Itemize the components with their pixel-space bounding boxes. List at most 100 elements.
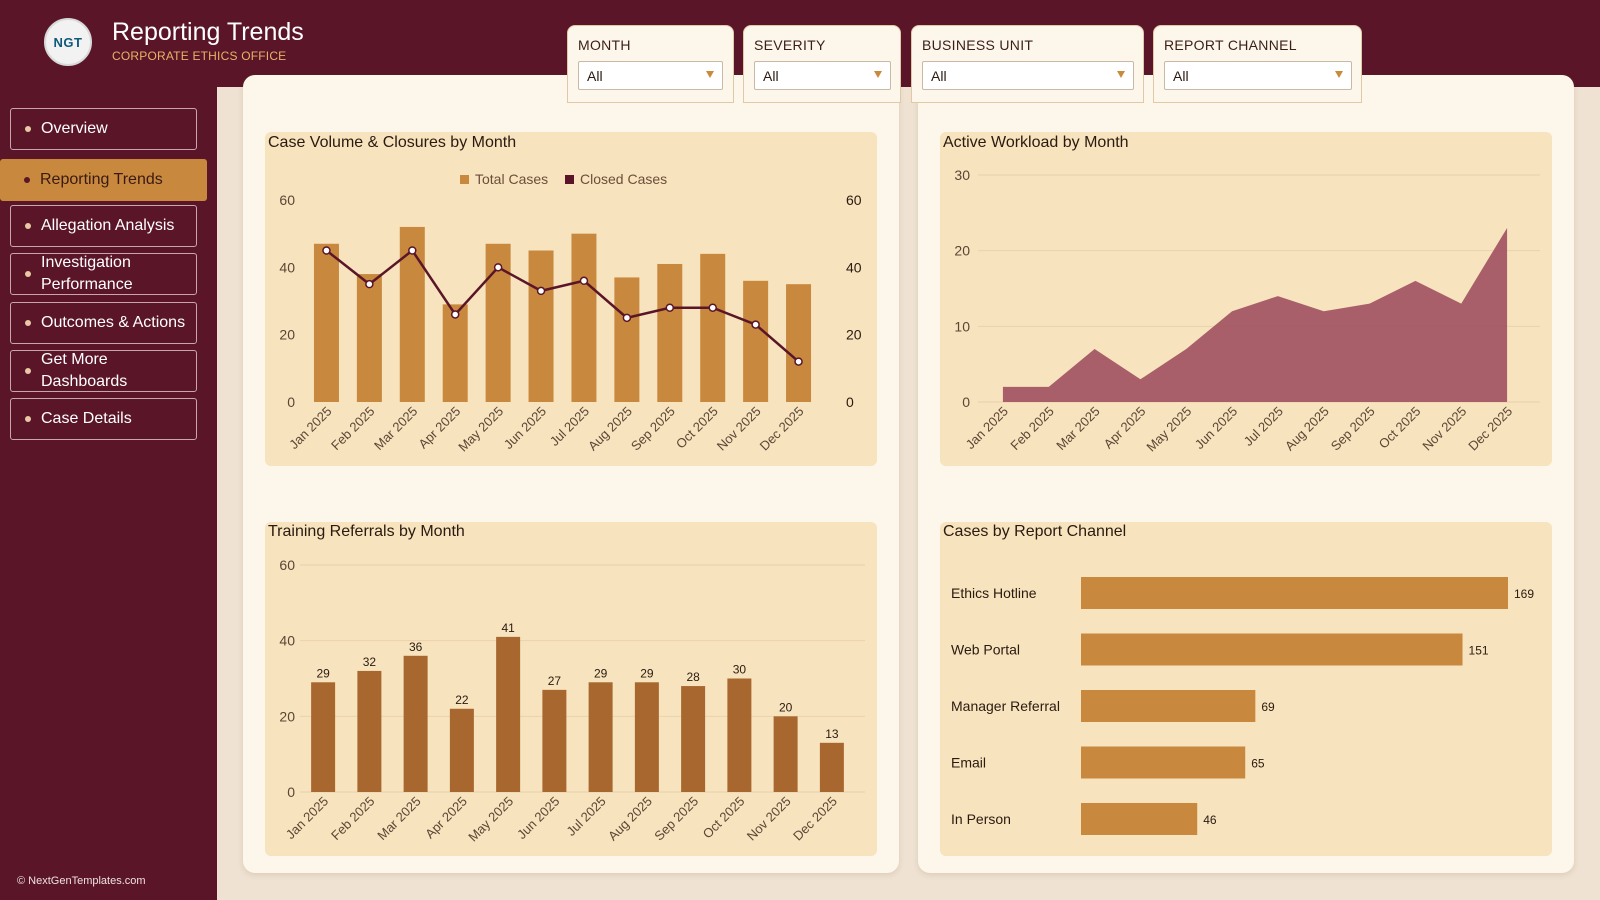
y-tick-label: 0 — [287, 394, 295, 410]
bar — [1081, 803, 1198, 835]
sidebar-item-case-details[interactable]: Case Details — [10, 398, 197, 440]
line-point — [365, 279, 374, 289]
report-channel-select[interactable]: All — [1164, 61, 1352, 90]
bullet-icon — [24, 177, 30, 183]
line-point — [708, 303, 717, 312]
bullet-icon — [25, 416, 31, 422]
business-unit-select-value: All — [931, 68, 947, 84]
data-label: 169 — [1514, 587, 1534, 601]
report-channel-chart: Ethics Hotline 169 Web Portal 151 Manager Re… — [951, 577, 1534, 835]
category-label: Ethics Hotline — [951, 585, 1037, 601]
x-tick-label: Nov 2025 — [1419, 404, 1469, 454]
x-tick-label: Sep 2025 — [651, 794, 701, 844]
bar — [657, 263, 683, 402]
x-tick-label: Nov 2025 — [714, 404, 764, 454]
category-label: Email — [951, 755, 986, 771]
y-tick-label: 0 — [287, 784, 295, 800]
bar — [681, 686, 706, 792]
bar — [1081, 633, 1463, 666]
bar — [542, 689, 567, 792]
logo[interactable]: NGT — [44, 18, 92, 66]
data-label: 65 — [1251, 757, 1265, 771]
x-tick-label: Nov 2025 — [744, 794, 794, 844]
x-tick-label: Feb 2025 — [1007, 404, 1056, 453]
data-label: 46 — [1203, 813, 1217, 827]
x-tick-label: Mar 2025 — [374, 794, 423, 843]
line-point — [536, 286, 546, 296]
sidebar-item-overview[interactable]: Overview — [10, 108, 197, 150]
bullet-icon — [25, 223, 31, 229]
case-volume-chart-card: Case Volume & Closures by Month Total Ca… — [265, 132, 877, 466]
bar — [1081, 746, 1246, 779]
sidebar-item-outcomes-actions[interactable]: Outcomes & Actions — [10, 302, 197, 344]
sidebar-item-label: Allegation Analysis — [41, 217, 175, 235]
sidebar-item-reporting-trends[interactable]: Reporting Trends — [0, 159, 207, 201]
legend-label: Closed Cases — [580, 171, 667, 187]
bar — [356, 274, 382, 402]
sidebar-item-label: Case Details — [41, 410, 132, 428]
data-label: 29 — [640, 666, 654, 680]
x-tick-label: Jun 2025 — [501, 404, 549, 452]
y-tick-label: 20 — [279, 708, 295, 724]
bar — [357, 670, 382, 792]
bar — [727, 678, 752, 792]
x-tick-label: Apr 2025 — [1101, 404, 1149, 452]
y-tick-label: 30 — [954, 167, 970, 183]
x-tick-label: Jan 2025 — [283, 794, 331, 842]
severity-select-value: All — [763, 68, 779, 84]
x-tick-label: Feb 2025 — [328, 794, 377, 843]
x-tick-label: May 2025 — [455, 404, 506, 455]
bar — [1081, 577, 1508, 609]
data-label: 13 — [825, 727, 839, 741]
y2-tick-label: 40 — [846, 259, 862, 275]
sidebar-item-allegation-analysis[interactable]: Allegation Analysis — [10, 205, 197, 247]
series-line — [325, 248, 800, 363]
month-select[interactable]: All — [578, 61, 723, 90]
sidebar-item-label: Investigation Performance — [41, 254, 133, 293]
x-tick-label: Jun 2025 — [1192, 404, 1240, 452]
x-tick-label: Jan 2025 — [286, 404, 334, 452]
month-select-value: All — [587, 68, 603, 84]
active-workload-chart-card: Active Workload by Month 0 10 20 30 Jan 2025… — [940, 132, 1552, 466]
training-referrals-chart-card: Training Referrals by Month 0 20 40 60 29 32 3… — [265, 522, 877, 856]
chart-title: Cases by Report Channel — [943, 523, 1127, 540]
x-tick-label: Oct 2025 — [673, 404, 721, 452]
x-tick-label: Apr 2025 — [422, 794, 470, 842]
category-label: In Person — [951, 811, 1011, 827]
severity-select[interactable]: All — [754, 61, 891, 90]
data-label: 29 — [316, 666, 330, 680]
business-unit-select[interactable]: All — [922, 61, 1134, 90]
line-point — [493, 263, 503, 272]
bar — [634, 682, 659, 792]
chart-title: Training Referrals by Month — [268, 523, 465, 540]
x-tick-label: Jun 2025 — [514, 794, 562, 842]
data-label: 32 — [363, 655, 377, 669]
filter-severity-label: SEVERITY — [754, 37, 826, 53]
x-tick-label: Aug 2025 — [585, 404, 635, 454]
y-tick-label: 20 — [279, 327, 295, 343]
filter-report-channel-label: REPORT CHANNEL — [1164, 37, 1297, 53]
line-point — [322, 246, 331, 255]
data-label: 36 — [409, 640, 423, 654]
sidebar — [0, 87, 217, 900]
y-tick-label: 60 — [279, 557, 295, 573]
sidebar-item-label: Get More Dashboards — [41, 351, 128, 390]
bar — [403, 655, 428, 792]
bullet-icon — [25, 271, 31, 277]
bar — [571, 233, 597, 402]
bar — [1081, 690, 1256, 722]
data-label: 27 — [548, 674, 562, 688]
sidebar-item-investigation-performance[interactable]: Investigation Performance — [10, 253, 197, 295]
x-tick-label: Jul 2025 — [1241, 404, 1286, 449]
x-tick-label: Mar 2025 — [1053, 404, 1102, 453]
y-tick-label: 20 — [954, 243, 970, 259]
data-label: 41 — [501, 621, 515, 635]
line-point — [751, 320, 760, 329]
report-channel-select-value: All — [1173, 68, 1189, 84]
sidebar-item-get-more-dashboards[interactable]: Get More Dashboards — [10, 350, 197, 392]
bar — [313, 243, 339, 402]
line-point — [579, 276, 589, 286]
area-series — [1002, 227, 1508, 402]
filter-severity: SEVERITY All — [743, 25, 901, 103]
x-tick-label: Oct 2025 — [700, 794, 748, 842]
